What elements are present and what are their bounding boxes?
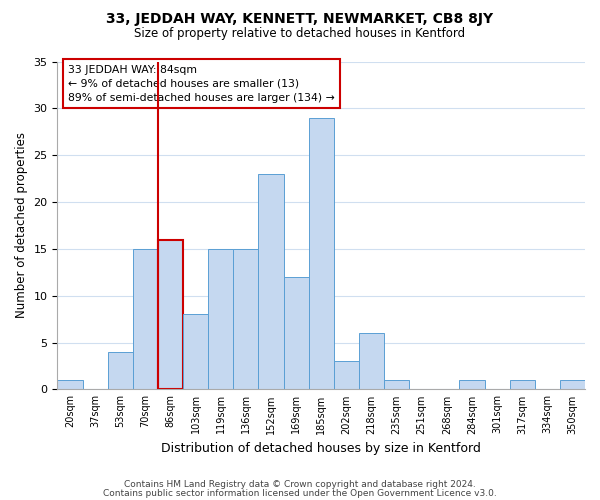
Text: Contains HM Land Registry data © Crown copyright and database right 2024.: Contains HM Land Registry data © Crown c…: [124, 480, 476, 489]
Bar: [560, 380, 585, 390]
Bar: [359, 333, 384, 390]
Bar: [107, 352, 133, 390]
Bar: [133, 249, 158, 390]
Bar: [183, 314, 208, 390]
Bar: [158, 240, 183, 390]
Y-axis label: Number of detached properties: Number of detached properties: [15, 132, 28, 318]
Bar: [259, 174, 284, 390]
Text: 33 JEDDAH WAY: 84sqm
← 9% of detached houses are smaller (13)
89% of semi-detach: 33 JEDDAH WAY: 84sqm ← 9% of detached ho…: [68, 65, 335, 103]
Bar: [460, 380, 485, 390]
Bar: [58, 380, 83, 390]
Bar: [509, 380, 535, 390]
Bar: [334, 362, 359, 390]
Bar: [208, 249, 233, 390]
Text: Contains public sector information licensed under the Open Government Licence v3: Contains public sector information licen…: [103, 488, 497, 498]
Bar: [284, 277, 308, 390]
Text: 33, JEDDAH WAY, KENNETT, NEWMARKET, CB8 8JY: 33, JEDDAH WAY, KENNETT, NEWMARKET, CB8 …: [106, 12, 494, 26]
Text: Size of property relative to detached houses in Kentford: Size of property relative to detached ho…: [134, 28, 466, 40]
X-axis label: Distribution of detached houses by size in Kentford: Distribution of detached houses by size …: [161, 442, 481, 455]
Bar: [233, 249, 259, 390]
Bar: [384, 380, 409, 390]
Bar: [308, 118, 334, 390]
